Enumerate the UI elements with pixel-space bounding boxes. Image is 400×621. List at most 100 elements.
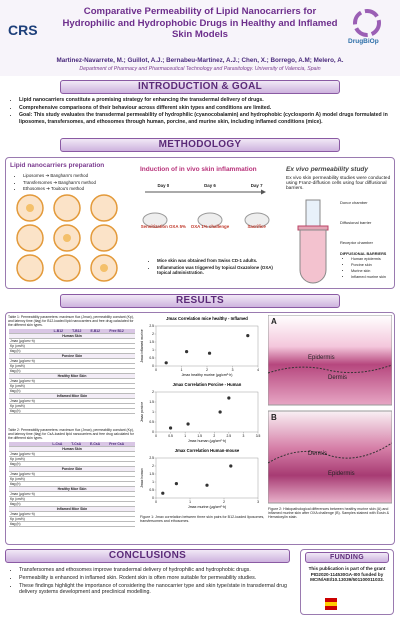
row: Kp (cm/h) [9, 456, 135, 462]
cell [88, 521, 109, 527]
point [229, 464, 233, 468]
list-item: Lipid nanocarriers constitute a promisin… [19, 97, 392, 103]
row-label: Jmax (µg/cm²·h) [9, 511, 52, 517]
cell [70, 456, 89, 462]
list-item: Inflammation was triggered by topical Ox… [157, 265, 273, 275]
cell [108, 511, 135, 517]
section-banner: RESULTS [60, 294, 340, 308]
panel-label: A [271, 317, 277, 326]
plot-frame [155, 457, 259, 499]
cell [71, 343, 90, 349]
y-axis-label: Jmax human [140, 468, 144, 488]
tissue-label: Epidermis [308, 355, 335, 361]
y-tick-label: 2.5 [149, 456, 154, 460]
section-banner: CONCLUSIONS [5, 549, 290, 563]
y-tick-label: 0 [152, 364, 154, 368]
cell [89, 348, 109, 354]
poster-title: Comparative Permeability of Lipid Nanoca… [62, 6, 338, 40]
point [246, 334, 250, 338]
cell [89, 338, 109, 344]
cell [52, 338, 72, 344]
section-row: Inflamed Mice Skin [9, 393, 135, 399]
point [186, 422, 190, 426]
y-tick-label: 1.5 [149, 340, 154, 344]
cell [52, 403, 72, 409]
figure-caption: Figure 1: Jmax correlation between three… [140, 515, 265, 524]
intro-list: Lipid nanocarriers constitute a promisin… [10, 97, 392, 126]
histology-labels: A Epidermis Dermis B Dermis Epidermis [268, 315, 392, 505]
list-item: Murine skin [351, 269, 394, 273]
funding-box [300, 549, 394, 615]
row: Kp (cm/h) [9, 476, 135, 482]
row-label: tlag (h) [9, 368, 53, 374]
plot-frame [155, 391, 259, 433]
table: L-CsA T-CsA E-CsA Free CsA Human Skin Jmax (µ… [9, 442, 135, 527]
nanocarrier-illustrations [16, 194, 118, 282]
cell [51, 511, 71, 517]
row: Jmax (µg/cm²·h) [9, 451, 135, 457]
cell [51, 516, 71, 522]
row: Jmax (µg/cm²·h) [9, 378, 135, 384]
row: tlag (h) [9, 461, 135, 467]
cell [108, 358, 135, 364]
point [227, 396, 231, 400]
cell [108, 521, 135, 527]
cell [88, 516, 109, 522]
cell [108, 461, 135, 467]
cell [52, 368, 72, 374]
section-banner: METHODOLOGY [60, 138, 340, 152]
cell [108, 398, 135, 404]
cell [71, 368, 90, 374]
row-label: tlag (h) [9, 501, 52, 507]
header-row: L-B12 T-B12 E-B12 Free B12 [9, 329, 135, 334]
barrier-list: Human epidermis Porcine skin Murine skin In… [342, 257, 394, 281]
cell [51, 501, 71, 507]
franz-labels: Donor chamber Diffusional barrier Receptor… [340, 200, 395, 250]
row-label: tlag (h) [9, 408, 53, 414]
row: Kp (cm/h) [9, 383, 135, 389]
y-tick-label: 0.5 [149, 356, 154, 360]
list-item: Transfersomes ➔ Bangham's method [23, 180, 124, 185]
cell [88, 451, 109, 457]
section-row: Human Skin [9, 446, 135, 452]
y-tick-label: 1.5 [149, 472, 154, 476]
y-tick-label: 2.5 [149, 324, 154, 328]
cell [51, 521, 71, 527]
row: Kp (cm/h) [9, 343, 135, 349]
header-cell: Free B12 [108, 329, 135, 334]
cell [88, 471, 109, 477]
section-banner: FUNDING [305, 552, 389, 563]
x-tick-label: 4 [257, 368, 259, 372]
induction-list: Mice skin was obtained from Swiss CD-1 a… [148, 258, 273, 277]
x-tick-label: 1 [189, 500, 191, 504]
day-label: Day 6 [204, 183, 216, 188]
cell [52, 383, 72, 389]
plot-frame [155, 325, 259, 367]
point [161, 491, 165, 495]
cell [51, 461, 71, 467]
x-tick-label: 0.5 [168, 434, 173, 438]
cell [70, 521, 89, 527]
row: tlag (h) [9, 481, 135, 487]
row-label: Jmax (µg/cm²·h) [9, 471, 52, 477]
cell [71, 383, 90, 389]
y-tick-label: 1 [152, 480, 154, 484]
cell [71, 398, 90, 404]
row-label: Kp (cm/h) [9, 403, 53, 409]
franz-label: Donor chamber [340, 200, 368, 205]
y-tick-label: 1 [152, 348, 154, 352]
cell [108, 388, 135, 394]
cell [70, 481, 89, 487]
logo-crs: CRS [8, 22, 38, 38]
row-label: Jmax (µg/cm²·h) [9, 451, 52, 457]
y-tick-label: 0 [152, 430, 154, 434]
row-label: tlag (h) [9, 521, 52, 527]
cell [108, 383, 135, 389]
cell [108, 368, 135, 374]
cell [70, 501, 89, 507]
cell [52, 343, 72, 349]
cell [89, 383, 109, 389]
y-axis-label: Jmax porcine [140, 402, 144, 422]
section-row: Inflamed Mice Skin [9, 506, 135, 512]
row-label: tlag (h) [9, 348, 53, 354]
